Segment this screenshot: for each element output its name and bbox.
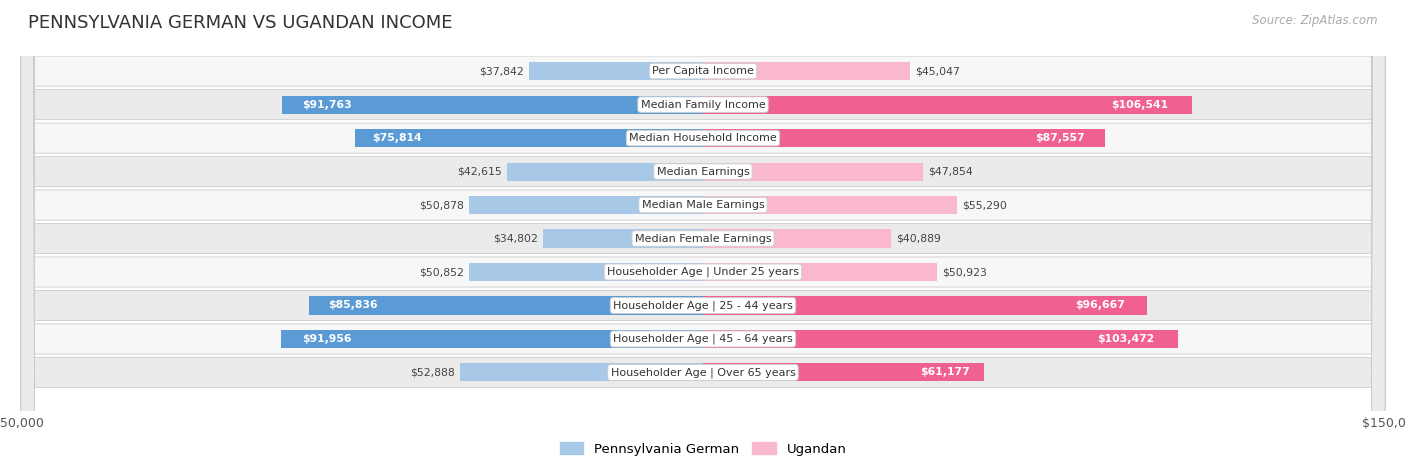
Text: PENNSYLVANIA GERMAN VS UGANDAN INCOME: PENNSYLVANIA GERMAN VS UGANDAN INCOME [28, 14, 453, 32]
FancyBboxPatch shape [21, 0, 1385, 467]
Bar [703, 330, 1178, 348]
Legend: Pennsylvania German, Ugandan: Pennsylvania German, Ugandan [554, 437, 852, 461]
FancyBboxPatch shape [21, 0, 1385, 467]
Text: $50,923: $50,923 [942, 267, 987, 277]
Text: Median Female Earnings: Median Female Earnings [634, 234, 772, 243]
Text: $55,290: $55,290 [963, 200, 1007, 210]
Bar [281, 330, 703, 348]
Text: $103,472: $103,472 [1097, 334, 1154, 344]
Text: $50,878: $50,878 [419, 200, 464, 210]
Text: $87,557: $87,557 [1035, 133, 1085, 143]
Text: $50,852: $50,852 [419, 267, 464, 277]
Bar [281, 96, 703, 113]
FancyBboxPatch shape [21, 0, 1385, 467]
Bar [703, 229, 891, 248]
FancyBboxPatch shape [21, 0, 1385, 467]
Text: Householder Age | 25 - 44 years: Householder Age | 25 - 44 years [613, 300, 793, 311]
FancyBboxPatch shape [21, 0, 1385, 467]
Bar [460, 363, 703, 382]
Bar [703, 363, 984, 382]
Text: Householder Age | Under 25 years: Householder Age | Under 25 years [607, 267, 799, 277]
Text: $91,763: $91,763 [302, 99, 353, 110]
Text: Median Male Earnings: Median Male Earnings [641, 200, 765, 210]
Text: $85,836: $85,836 [329, 300, 378, 311]
Bar [703, 163, 922, 181]
Bar [703, 196, 957, 214]
FancyBboxPatch shape [21, 0, 1385, 467]
Bar [470, 196, 703, 214]
Text: $91,956: $91,956 [302, 334, 352, 344]
Bar [703, 129, 1105, 147]
FancyBboxPatch shape [21, 0, 1385, 467]
Text: Median Family Income: Median Family Income [641, 99, 765, 110]
Text: $52,888: $52,888 [409, 368, 454, 377]
Text: Source: ZipAtlas.com: Source: ZipAtlas.com [1253, 14, 1378, 27]
Text: $40,889: $40,889 [896, 234, 941, 243]
Text: Householder Age | Over 65 years: Householder Age | Over 65 years [610, 367, 796, 378]
Bar [529, 62, 703, 80]
Bar [543, 229, 703, 248]
Bar [354, 129, 703, 147]
Text: $45,047: $45,047 [915, 66, 960, 76]
Text: $96,667: $96,667 [1076, 300, 1125, 311]
FancyBboxPatch shape [21, 0, 1385, 467]
Text: $42,615: $42,615 [457, 167, 502, 177]
Bar [703, 263, 936, 281]
Text: Median Earnings: Median Earnings [657, 167, 749, 177]
Bar [703, 96, 1192, 113]
Text: Median Household Income: Median Household Income [628, 133, 778, 143]
Text: $75,814: $75,814 [373, 133, 422, 143]
Bar [703, 297, 1147, 315]
FancyBboxPatch shape [21, 0, 1385, 467]
Text: $37,842: $37,842 [479, 66, 523, 76]
Bar [703, 62, 910, 80]
Bar [508, 163, 703, 181]
Text: Householder Age | 45 - 64 years: Householder Age | 45 - 64 years [613, 334, 793, 344]
Text: $47,854: $47,854 [928, 167, 973, 177]
Bar [309, 297, 703, 315]
Bar [470, 263, 703, 281]
Text: $34,802: $34,802 [492, 234, 537, 243]
Text: $106,541: $106,541 [1111, 99, 1168, 110]
FancyBboxPatch shape [21, 0, 1385, 467]
Text: $61,177: $61,177 [920, 368, 970, 377]
Text: Per Capita Income: Per Capita Income [652, 66, 754, 76]
